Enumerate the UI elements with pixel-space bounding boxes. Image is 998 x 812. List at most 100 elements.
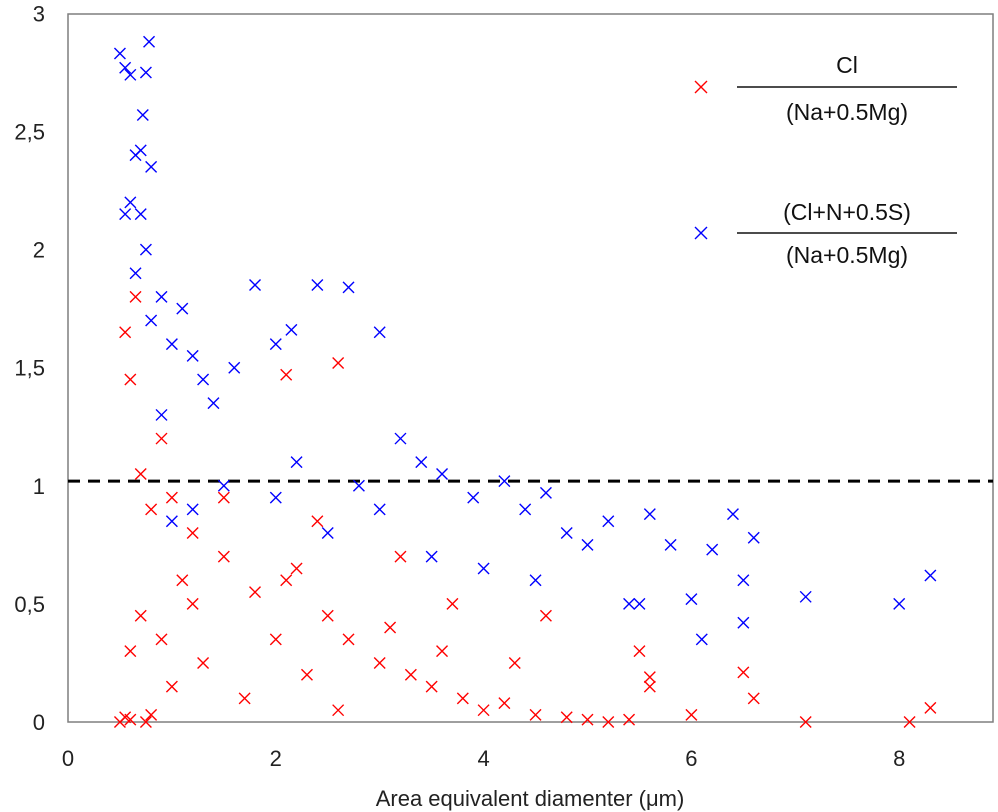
data-point-cl <box>134 609 147 622</box>
data-point-cln <box>321 527 334 540</box>
data-point-cl <box>373 656 386 669</box>
data-point-cln <box>352 479 365 492</box>
data-point-cl <box>165 491 178 504</box>
data-point-cl <box>394 550 407 563</box>
data-point-cln <box>290 456 303 469</box>
data-point-cln <box>529 574 542 587</box>
data-point-cln <box>633 597 646 610</box>
data-point-cln <box>124 196 137 209</box>
data-point-cln <box>113 47 126 60</box>
data-point-cln <box>342 281 355 294</box>
data-point-cl <box>124 645 137 658</box>
data-point-cln <box>145 160 158 173</box>
data-point-cl <box>134 467 147 480</box>
data-point-cln <box>186 349 199 362</box>
legend-cl-numerator: Cl <box>836 52 858 78</box>
data-point-cln <box>134 144 147 157</box>
data-point-cl <box>436 645 449 658</box>
data-point-cln <box>134 208 147 221</box>
data-point-cl <box>446 597 459 610</box>
data-point-cln <box>685 593 698 606</box>
data-point-cln <box>143 35 156 48</box>
data-point-cln <box>643 508 656 521</box>
x-axis-title: Area equivalent diamenter (μm) <box>376 786 685 811</box>
data-point-cl <box>124 713 137 726</box>
data-point-cl <box>124 373 137 386</box>
data-point-cl <box>425 680 438 693</box>
data-point-cln <box>394 432 407 445</box>
data-point-cl <box>145 708 158 721</box>
data-point-cln <box>664 538 677 551</box>
y-tick-label: 0 <box>33 710 45 735</box>
data-point-cl <box>280 574 293 587</box>
data-point-cl <box>643 671 656 684</box>
legend-marker-cl-x <box>694 80 708 94</box>
data-point-cln <box>136 108 149 121</box>
data-point-cl <box>342 633 355 646</box>
data-point-cl <box>249 586 262 599</box>
data-point-cln <box>467 491 480 504</box>
data-point-cln <box>119 61 132 74</box>
data-point-cln <box>119 208 132 221</box>
data-point-cln <box>737 574 750 587</box>
legend-entry-cln: (Cl+N+0.5S) (Na+0.5Mg) <box>694 199 957 268</box>
data-point-cln <box>747 531 760 544</box>
legend-marker-cln <box>694 226 708 240</box>
data-point-cl <box>186 597 199 610</box>
data-point-cl <box>529 708 542 721</box>
data-point-cln <box>311 279 324 292</box>
data-point-cln <box>249 279 262 292</box>
y-tick-label: 3 <box>33 1 45 26</box>
data-point-cl <box>332 356 345 369</box>
data-point-cln <box>228 361 241 374</box>
y-tick-label: 2 <box>33 238 45 263</box>
series-cln <box>113 35 937 646</box>
data-point-cl <box>186 527 199 540</box>
data-point-cl <box>119 326 132 339</box>
data-point-cln <box>269 338 282 351</box>
legend-entry-cl: Cl (Na+0.5Mg) <box>694 52 957 125</box>
legend-cln-denominator: (Na+0.5Mg) <box>786 242 908 268</box>
data-point-cl <box>176 574 189 587</box>
data-point-cln <box>519 503 532 516</box>
legend-marker-cln-x <box>694 226 708 240</box>
data-point-cln <box>176 302 189 315</box>
data-point-cl <box>747 692 760 705</box>
series-cl <box>113 290 937 728</box>
data-point-cln <box>197 373 210 386</box>
data-point-cl <box>456 692 469 705</box>
data-point-cl <box>633 645 646 658</box>
data-point-cln <box>415 456 428 469</box>
data-point-cl <box>321 609 334 622</box>
plot-area <box>67 13 994 723</box>
data-point-cl <box>384 621 397 634</box>
y-tick-label: 1,5 <box>14 356 45 381</box>
legend-marker-cl <box>694 80 708 94</box>
data-point-cl <box>290 562 303 575</box>
data-point-cl <box>300 668 313 681</box>
legend-cl-denominator: (Na+0.5Mg) <box>786 99 908 125</box>
data-point-cln <box>139 243 152 256</box>
data-point-cln <box>581 538 594 551</box>
data-point-cln <box>129 267 142 280</box>
data-point-cln <box>539 486 552 499</box>
data-point-cl <box>238 692 251 705</box>
data-point-cl <box>269 633 282 646</box>
data-point-cln <box>373 326 386 339</box>
x-tick-label: 8 <box>893 746 905 771</box>
data-point-cln <box>706 543 719 556</box>
data-point-cl <box>539 609 552 622</box>
data-point-cln <box>186 503 199 516</box>
x-axis-ticks: 0 2 4 6 8 <box>62 746 905 771</box>
data-point-cl <box>155 633 168 646</box>
data-point-cl <box>145 503 158 516</box>
data-point-cl <box>197 656 210 669</box>
data-point-cln <box>436 467 449 480</box>
data-point-cln <box>695 633 708 646</box>
data-point-cl <box>623 713 636 726</box>
data-point-cln <box>217 479 230 492</box>
data-point-cln <box>165 515 178 528</box>
data-point-cln <box>425 550 438 563</box>
data-point-cln <box>560 527 573 540</box>
y-axis-ticks: 0 0,5 1 1,5 2 2,5 3 <box>14 1 45 735</box>
